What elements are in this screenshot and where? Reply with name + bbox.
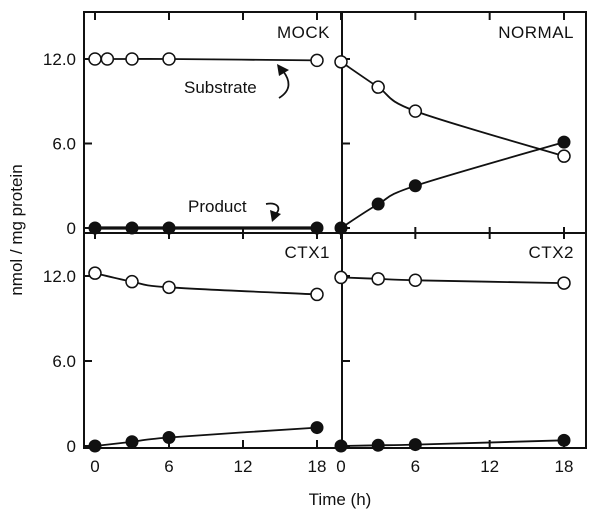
y-tick-label-top-2: 12.0 xyxy=(43,50,76,69)
mock-substrate-point-2 xyxy=(125,52,139,66)
y-tick-label-bottom-0: 0 xyxy=(67,437,76,456)
curve-layer xyxy=(94,58,565,447)
ctx2-product-point-3 xyxy=(557,433,571,447)
ctx1-product-point-0 xyxy=(88,439,102,453)
marker-layer xyxy=(88,52,571,453)
x-axis-label: Time (h) xyxy=(309,490,372,509)
y-axis-label: nmol / mg protein xyxy=(7,164,26,295)
x-tick-label-right-0: 0 xyxy=(336,457,345,476)
mock-product-point-2 xyxy=(162,221,176,235)
ctx2-substrate-point-1 xyxy=(371,272,385,286)
ctx2-substrate-point-2 xyxy=(408,273,423,287)
ctx1-product-curve xyxy=(94,426,318,447)
x-tick-label-left-2: 12 xyxy=(234,457,253,476)
product-annotation: Product xyxy=(188,197,247,216)
mock-substrate-point-3 xyxy=(162,52,176,66)
normal-product-point-2 xyxy=(408,179,422,193)
ctx2-product-point-1 xyxy=(371,438,385,452)
x-tick-label-left-1: 6 xyxy=(164,457,173,476)
mock-product-point-1 xyxy=(125,221,139,235)
mock-substrate-point-4 xyxy=(310,53,324,68)
panel-title-ctx1: CTX1 xyxy=(285,243,330,262)
ctx2-substrate-curve xyxy=(340,276,565,284)
product-arrowhead-icon xyxy=(270,210,281,222)
normal-substrate-point-3 xyxy=(557,149,571,163)
panel-title-ctx2: CTX2 xyxy=(529,243,574,262)
ctx1-substrate-point-3 xyxy=(310,287,324,302)
normal-substrate-point-1 xyxy=(371,80,385,94)
ctx1-product-point-2 xyxy=(162,431,176,444)
ctx2-product-point-2 xyxy=(408,438,422,452)
substrate-arrow-icon xyxy=(278,70,290,99)
y-tick-label-bottom-1: 6.0 xyxy=(52,352,76,371)
x-tick-label-left-3: 18 xyxy=(308,457,327,476)
normal-product-point-1 xyxy=(371,197,385,211)
normal-product-point-3 xyxy=(557,135,571,149)
y-tick-label-bottom-2: 12.0 xyxy=(43,267,76,286)
product-arrow-icon xyxy=(265,202,280,215)
mock-substrate-point-0 xyxy=(88,52,102,66)
x-tick-label-right-2: 12 xyxy=(480,457,499,476)
ctx1-substrate-point-2 xyxy=(162,280,176,295)
panel-title-normal: NORMAL xyxy=(498,23,574,42)
text-layer: nmol / mg protein Time (h) MOCK NORMAL C… xyxy=(7,23,574,509)
x-tick-label-right-1: 6 xyxy=(411,457,420,476)
mock-substrate-point-1 xyxy=(100,52,115,66)
ctx1-substrate-point-0 xyxy=(88,266,102,280)
ctx1-product-point-1 xyxy=(125,435,139,449)
ctx1-substrate-point-1 xyxy=(125,274,139,289)
substrate-annotation: Substrate xyxy=(184,78,257,97)
ctx2-substrate-point-3 xyxy=(557,276,571,290)
x-tick-label-right-3: 18 xyxy=(555,457,574,476)
mock-product-point-0 xyxy=(88,221,102,235)
ctx2-product-point-0 xyxy=(334,439,348,453)
substrate-arrowhead-icon xyxy=(277,64,289,76)
ctx2-product-curve xyxy=(340,439,565,447)
y-tick-label-top-1: 6.0 xyxy=(52,135,76,154)
ctx1-product-point-3 xyxy=(310,421,324,435)
normal-substrate-point-0 xyxy=(334,55,348,69)
ctx1-substrate-curve xyxy=(94,272,318,296)
x-tick-label-left-0: 0 xyxy=(90,457,99,476)
y-tick-label-top-0: 0 xyxy=(67,219,76,238)
normal-substrate-point-2 xyxy=(408,104,423,118)
normal-product-curve xyxy=(340,141,565,229)
mock-product-point-3 xyxy=(310,221,324,235)
normal-product-point-0 xyxy=(334,221,348,235)
normal-substrate-curve xyxy=(340,61,565,158)
ctx2-substrate-point-0 xyxy=(334,270,348,285)
panel-title-mock: MOCK xyxy=(277,23,330,42)
